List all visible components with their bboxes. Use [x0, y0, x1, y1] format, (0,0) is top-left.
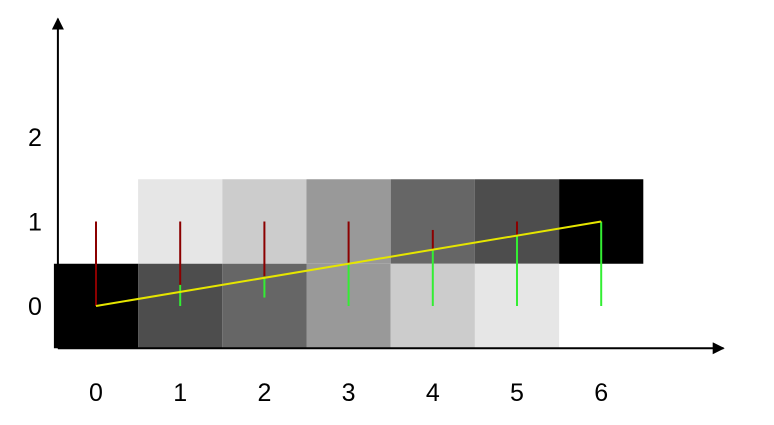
y-tick-label-0: 0: [28, 293, 42, 321]
x-tick-label-1: 1: [173, 379, 187, 407]
trend-line: [95, 220, 602, 307]
x-tick-label-3: 3: [342, 379, 356, 407]
x-tick-label-4: 4: [426, 379, 440, 407]
y-tick-label-1: 1: [28, 209, 42, 237]
x-tick-label-0: 0: [89, 379, 103, 407]
segments-layer: [95, 220, 603, 307]
labels-layer: 0 1 2 3 4 5 6 0 1 2: [28, 124, 608, 407]
x-tick-label-5: 5: [510, 379, 524, 407]
y-tick-label-2: 2: [28, 124, 42, 152]
x-tick-label-6: 6: [594, 379, 608, 407]
x-tick-label-2: 2: [257, 379, 271, 407]
axes-layer: [51, 17, 725, 355]
